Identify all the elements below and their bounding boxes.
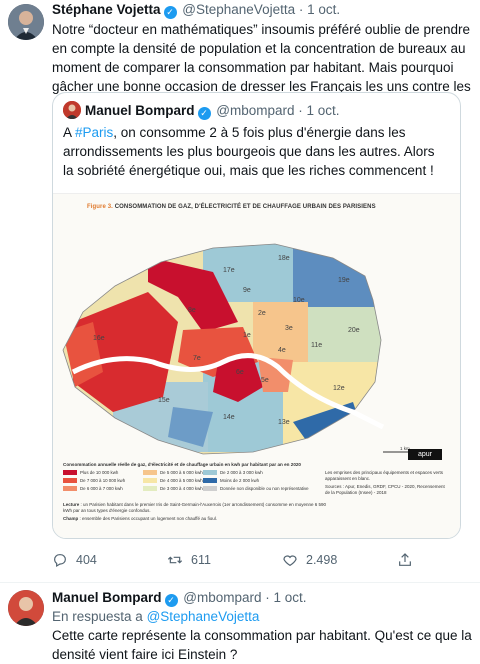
label-8e: 8e <box>188 307 196 314</box>
label-1e: 1e <box>243 332 251 339</box>
verified-badge-icon: ✓ <box>163 6 177 19</box>
label-3e: 3e <box>285 325 293 332</box>
quoted-tweet[interactable]: Manuel Bompard ✓ @mbompard · 1 oct. A #Pa… <box>52 92 461 539</box>
tweet-text: Cette carte représente la consommation p… <box>52 628 472 662</box>
tweet-timestamp[interactable]: · 1 oct. <box>265 590 307 605</box>
label-20e: 20e <box>348 327 360 334</box>
map-champ: Champ : ensemble des Parisiens occupant … <box>63 516 218 521</box>
quoted-author-name: Manuel Bompard <box>85 103 195 118</box>
quoted-header: Manuel Bompard ✓ @mbompard · 1 oct. <box>63 101 340 120</box>
quoted-text-prefix: A <box>63 125 76 140</box>
map-side-note: Les emprises des principaux équipements … <box>325 470 444 481</box>
label-6e: 6e <box>236 369 244 376</box>
legend-item: De 2 000 à 3 000 kwh <box>203 470 263 475</box>
author-handle[interactable]: @StephaneVojetta <box>182 2 296 17</box>
apur-logo: apur <box>408 449 442 460</box>
label-7e: 7e <box>193 355 201 362</box>
scale-label: 1 km <box>400 446 410 451</box>
reply-to-handle[interactable]: @StephaneVojetta <box>146 609 260 624</box>
avatar-bompard[interactable] <box>8 590 44 626</box>
share-icon <box>399 553 411 566</box>
share-button[interactable] <box>397 552 413 568</box>
hashtag-paris[interactable]: #Paris <box>75 125 114 140</box>
author-name[interactable]: Stéphane Vojetta <box>52 2 161 17</box>
legend-item: De 5 000 à 6 000 kwh <box>143 470 203 475</box>
avatar-bompard-small <box>63 101 81 119</box>
author-handle[interactable]: @mbompard <box>183 590 262 605</box>
label-19e: 19e <box>338 277 350 284</box>
avatar-stephane[interactable] <box>8 4 44 40</box>
label-5e: 5e <box>261 377 269 384</box>
label-15e: 15e <box>158 397 170 404</box>
label-13e: 13e <box>278 419 290 426</box>
legend-title: Consommation annuelle réelle de gaz, d'é… <box>63 462 301 467</box>
heart-icon <box>283 555 297 567</box>
map-sources: Sources : Apur, Enedis, GRDF, CPCU - 202… <box>325 484 445 495</box>
map-title-text: CONSOMMATION DE GAZ, D'ÉLECTRICITÉ ET DE… <box>114 204 376 210</box>
reply-count: 404 <box>76 553 97 567</box>
label-14e: 14e <box>223 414 235 421</box>
legend-item: Moins de 2 000 kwh <box>203 478 259 483</box>
label-18e: 18e <box>278 255 290 262</box>
paris-energy-map-image[interactable]: Figure 3. CONSOMMATION DE GAZ, D'ÉLECTRI… <box>53 193 460 538</box>
legend-item: Donnée non disponible ou non représentat… <box>203 486 309 491</box>
retweet-icon <box>167 556 183 564</box>
label-12e: 12e <box>333 385 345 392</box>
legend-item: Plus de 10 000 kwh <box>63 470 118 475</box>
like-button[interactable]: 2.498 <box>282 552 337 568</box>
reply-context: En respuesta a @StephaneVojetta <box>52 607 472 626</box>
retweet-button[interactable]: 611 <box>167 552 211 568</box>
label-17e: 17e <box>223 267 235 274</box>
reply-prefix: En respuesta a <box>52 609 147 624</box>
tweet-header: Stéphane Vojetta ✓ @StephaneVojetta · 1 o… <box>52 2 340 19</box>
tweet-actions: 404 611 2.498 <box>52 552 452 572</box>
legend-item: De 4 000 à 5 000 kwh <box>143 478 203 483</box>
legend-item: De 6 000 à 7 000 kwh <box>63 486 123 491</box>
label-10e: 10e <box>293 297 305 304</box>
label-4e: 4e <box>278 347 286 354</box>
label-2e: 2e <box>258 310 266 317</box>
legend-item: De 7 000 à 10 000 kwh <box>63 478 125 483</box>
map-title: Figure 3. CONSOMMATION DE GAZ, D'ÉLECTRI… <box>87 204 376 210</box>
map-lecture: Lecture : un Parisien habitant dans le p… <box>63 502 326 513</box>
like-count: 2.498 <box>306 553 338 567</box>
verified-badge-icon: ✓ <box>164 594 178 607</box>
reply-button[interactable]: 404 <box>52 552 97 568</box>
label-16e: 16e <box>93 335 105 342</box>
paris-map-shape: 17e 18e 19e 8e 9e 10e 16e 2e 3e 11e 20e … <box>62 243 411 455</box>
quoted-text: A #Paris, on consomme 2 à 5 fois plus d'… <box>63 123 448 180</box>
retweet-count: 611 <box>191 553 211 567</box>
verified-badge-icon: ✓ <box>197 107 211 120</box>
tweet-header: Manuel Bompard ✓ @mbompard · 1 oct. <box>52 590 307 607</box>
author-name[interactable]: Manuel Bompard <box>52 590 162 605</box>
tweet-timestamp[interactable]: · 1 oct. <box>298 2 341 17</box>
reply-icon <box>54 554 66 568</box>
label-9e: 9e <box>243 287 251 294</box>
legend-item: De 3 000 à 4 000 kwh <box>143 486 203 491</box>
tweet-divider <box>0 582 480 583</box>
quoted-text-rest: , on consomme 2 à 5 fois plus d'énergie … <box>63 125 435 178</box>
quoted-author-handle: @mbompard <box>216 103 295 118</box>
quoted-timestamp: · 1 oct. <box>298 103 340 118</box>
map-figure-label: Figure 3. <box>87 204 113 210</box>
label-11e: 11e <box>311 342 322 349</box>
